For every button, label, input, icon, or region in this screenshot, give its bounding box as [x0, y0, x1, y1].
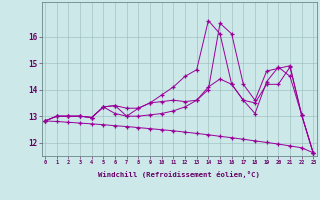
- X-axis label: Windchill (Refroidissement éolien,°C): Windchill (Refroidissement éolien,°C): [98, 171, 260, 178]
